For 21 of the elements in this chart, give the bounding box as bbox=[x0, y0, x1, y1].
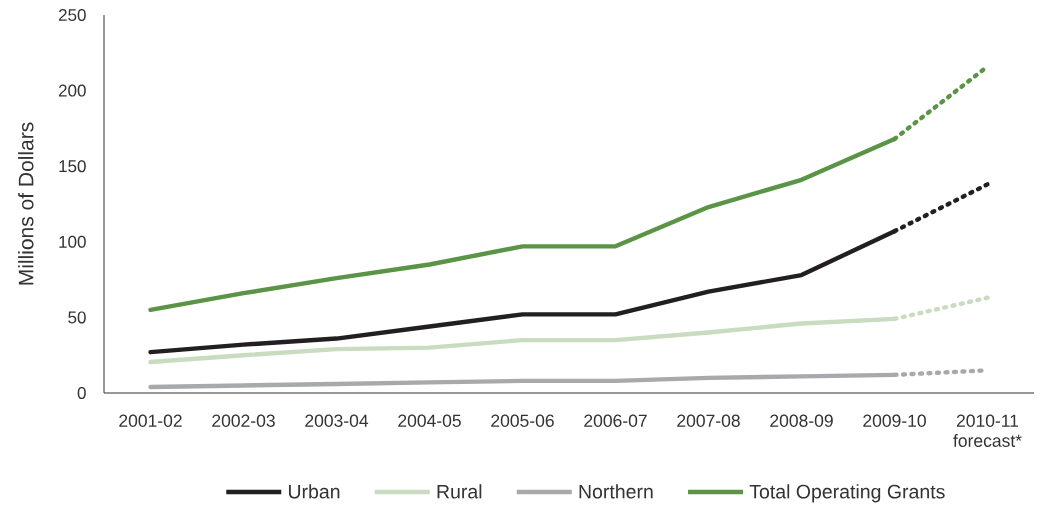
legend-label: Total Operating Grants bbox=[749, 484, 945, 503]
y-tick-label: 100 bbox=[59, 235, 86, 248]
legend-label: Urban bbox=[288, 484, 340, 499]
x-tick-label: 2010-11 forecast* bbox=[953, 414, 1022, 447]
x-tick-label: 2004-05 bbox=[398, 414, 461, 427]
x-tick-label: 2008-09 bbox=[770, 414, 833, 427]
x-tick-label: 2002-03 bbox=[212, 414, 275, 427]
x-tick-label: 2003-04 bbox=[305, 414, 369, 427]
x-tick-label: 2001-02 bbox=[119, 414, 182, 427]
x-tick-label: 2007-08 bbox=[677, 414, 740, 427]
x-tick-label: 2005-06 bbox=[491, 414, 554, 427]
x-tick-label: 2009-10 bbox=[863, 414, 926, 427]
y-tick-label: 150 bbox=[59, 160, 86, 173]
y-tick-label: 0 bbox=[77, 386, 86, 400]
y-axis-title: Millions of Dollars bbox=[18, 122, 34, 285]
x-tick-label: 2006-07 bbox=[584, 414, 647, 427]
y-tick-label: 200 bbox=[58, 84, 86, 97]
y-tick-label: 250 bbox=[58, 8, 86, 22]
legend-label: Rural bbox=[437, 484, 482, 499]
legend-label: Northern bbox=[579, 484, 653, 499]
y-tick-label: 50 bbox=[68, 311, 86, 324]
